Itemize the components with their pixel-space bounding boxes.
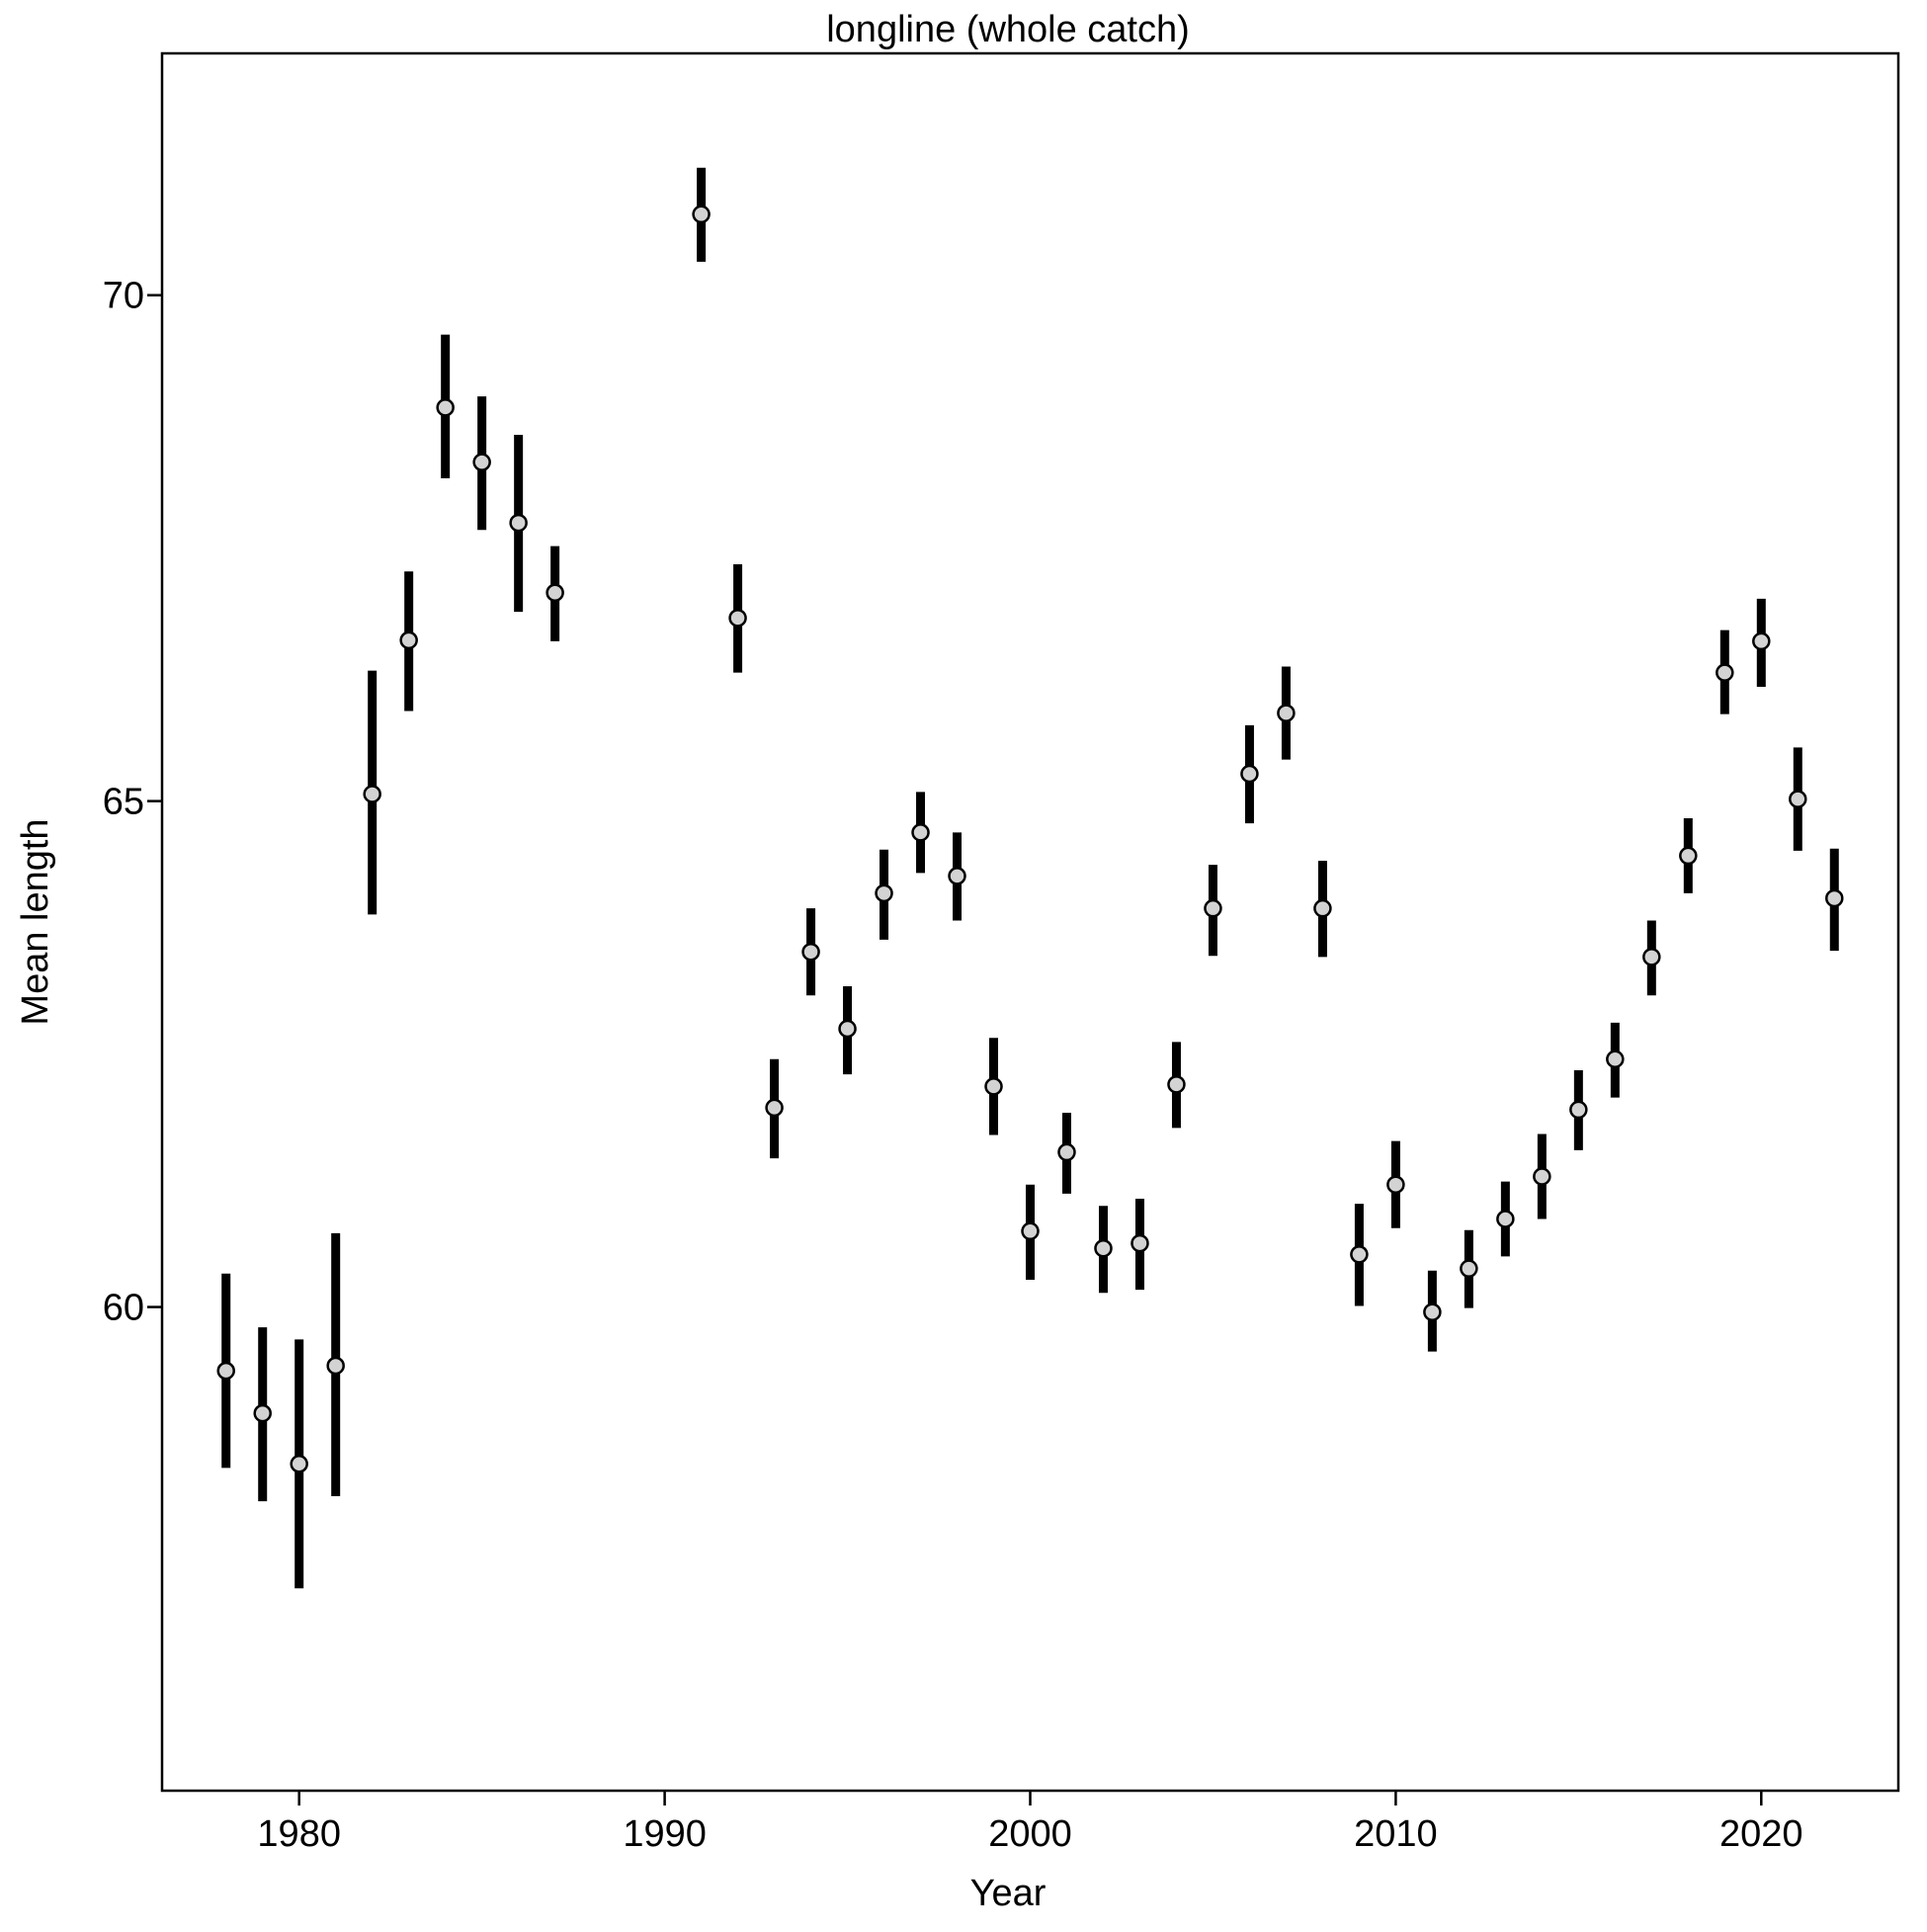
point [728,609,747,628]
point [509,513,528,533]
point [1825,888,1844,908]
point [1716,663,1734,682]
point [692,205,711,224]
point [801,942,820,962]
point [911,823,930,842]
point [838,1019,857,1039]
point [875,883,893,903]
point [545,583,564,602]
plot-frame [160,51,1900,1793]
point [1240,764,1259,784]
point [948,867,966,885]
chart-title: longline (whole catch) [826,9,1190,50]
point [1021,1221,1040,1241]
x-tick-label: 2020 [1719,1813,1803,1855]
y-tick-label: 60 [103,1288,144,1329]
point [399,630,418,650]
point [253,1403,272,1423]
point [1204,898,1222,918]
y-axis-label: Mean length [15,818,56,1025]
point [1131,1233,1149,1253]
point [472,453,491,471]
point [326,1356,345,1376]
point [984,1077,1003,1096]
point [1789,790,1807,808]
point [1569,1100,1588,1120]
point [1057,1142,1076,1162]
point [1679,846,1698,866]
point [1277,704,1296,722]
x-tick-label: 2000 [988,1813,1072,1855]
point [1496,1210,1515,1228]
x-tick-label: 1980 [257,1813,341,1855]
point [1167,1075,1186,1094]
point [1642,948,1661,966]
point [363,785,381,803]
point [1533,1167,1551,1186]
y-tick-label: 70 [103,276,144,317]
point [1386,1175,1405,1194]
point [1313,898,1332,918]
point [216,1361,235,1381]
point [1423,1302,1442,1321]
point [1606,1050,1625,1068]
x-axis-label: Year [970,1873,1047,1914]
point [1094,1238,1113,1258]
x-tick-label: 1990 [623,1813,707,1855]
x-tick-label: 2010 [1354,1813,1438,1855]
y-tick-label: 65 [103,782,144,823]
point [1350,1245,1369,1264]
point [290,1455,308,1473]
point [1460,1259,1478,1278]
point [436,398,455,417]
point [765,1098,784,1118]
point [1752,631,1771,651]
